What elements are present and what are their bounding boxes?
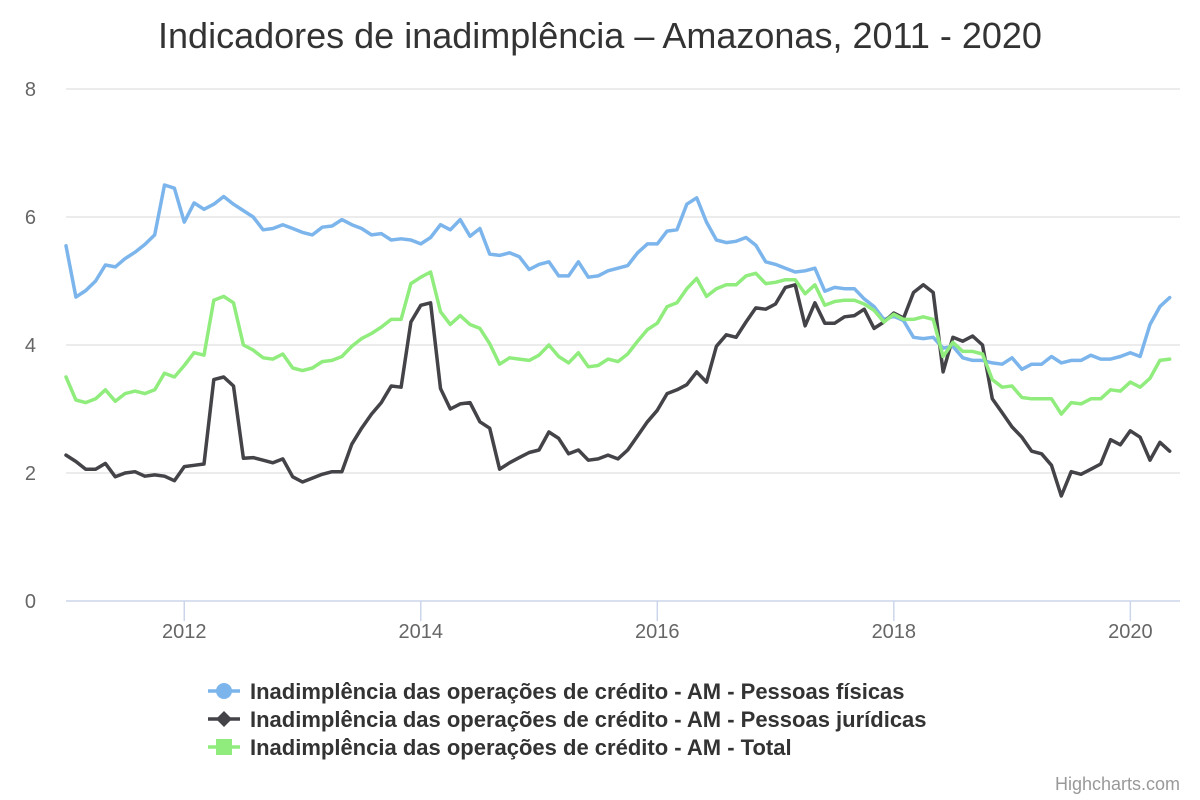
legend-item-2[interactable]: Inadimplência das operações de crédito -… <box>208 735 792 760</box>
legend-label-1: Inadimplência das operações de crédito -… <box>250 707 927 732</box>
circle-marker-icon <box>216 683 232 699</box>
grid-lines <box>66 88 1180 474</box>
credits-link[interactable]: Highcharts.com <box>1055 774 1180 794</box>
x-tick-label: 2012 <box>162 621 207 643</box>
y-tick-label: 8 <box>25 79 36 101</box>
legend-item-1[interactable]: Inadimplência das operações de crédito -… <box>208 707 927 732</box>
legend-item-0[interactable]: Inadimplência das operações de crédito -… <box>208 679 905 704</box>
y-tick-label: 6 <box>25 207 36 229</box>
legend-label-2: Inadimplência das operações de crédito -… <box>250 735 792 760</box>
square-marker-icon <box>216 739 232 755</box>
series-line-0[interactable] <box>64 183 1172 372</box>
legend: Inadimplência das operações de crédito -… <box>208 679 927 760</box>
x-axis: 2012 2014 2016 2018 2020 <box>66 600 1180 643</box>
y-tick-label: 4 <box>25 335 36 357</box>
y-tick-label: 0 <box>25 591 36 613</box>
legend-label-0: Inadimplência das operações de crédito -… <box>250 679 905 704</box>
series-line-2[interactable] <box>64 270 1172 416</box>
x-tick-label: 2016 <box>635 621 680 643</box>
series-lines <box>64 183 1172 498</box>
x-tick-label: 2014 <box>399 621 444 643</box>
y-tick-label: 2 <box>25 463 36 485</box>
diamond-marker-icon <box>216 711 232 727</box>
series-line-1[interactable] <box>64 283 1172 498</box>
x-tick-label: 2018 <box>872 621 917 643</box>
x-tick-label: 2020 <box>1108 621 1153 643</box>
chart-title: Indicadores de inadimplência – Amazonas,… <box>158 15 1042 56</box>
y-axis: 0 2 4 6 8 <box>25 79 36 613</box>
